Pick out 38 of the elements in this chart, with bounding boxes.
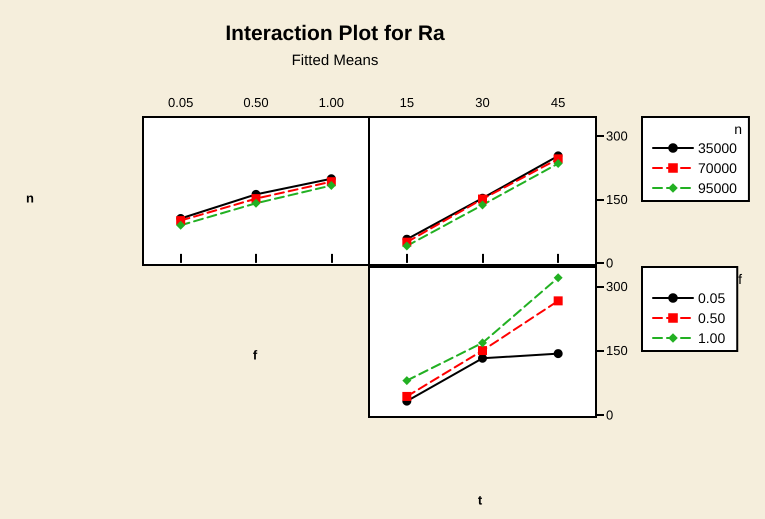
legend-label: 35000 [698,140,738,156]
point [554,349,563,358]
legend-label: 1.00 [698,330,726,346]
x-tick-label: 15 [400,95,414,110]
y-tick-label: 0 [606,255,614,270]
chart-subtitle: Fitted Means [292,52,378,69]
legend-label: 0.05 [698,290,726,306]
point [402,376,412,386]
point [326,181,336,190]
x-tick-label: 45 [550,95,566,110]
y-tick-label: 150 [606,192,628,207]
x-tick-label: 0.50 [243,95,269,110]
point [478,346,487,356]
x-tick-label: 1.00 [318,95,344,110]
y-axis-title: n [26,190,34,206]
point [252,198,260,208]
x-axis-title: t [478,492,483,508]
point [402,241,412,250]
chart-title: Interaction Plot for Ra [225,22,445,45]
x-axis-title: f [252,348,258,362]
y-tick-label: 150 [606,343,628,358]
legend-label: 0.50 [698,310,726,326]
point [402,392,412,401]
point [554,296,563,306]
point [478,338,487,348]
point [554,273,563,282]
y-tick-label: 300 [606,278,628,294]
point [176,220,186,230]
y-tick-label: 300 [606,128,628,144]
y-tick-label: 0 [606,407,614,422]
legend-label: 95000 [698,180,738,196]
point [554,159,563,168]
legend-title: f [738,271,742,287]
x-tick-label: 30 [475,95,490,110]
legend-title: n [734,121,742,137]
legend-label: 70000 [698,160,738,176]
point [478,200,487,210]
x-tick-label: 0.05 [168,95,194,110]
